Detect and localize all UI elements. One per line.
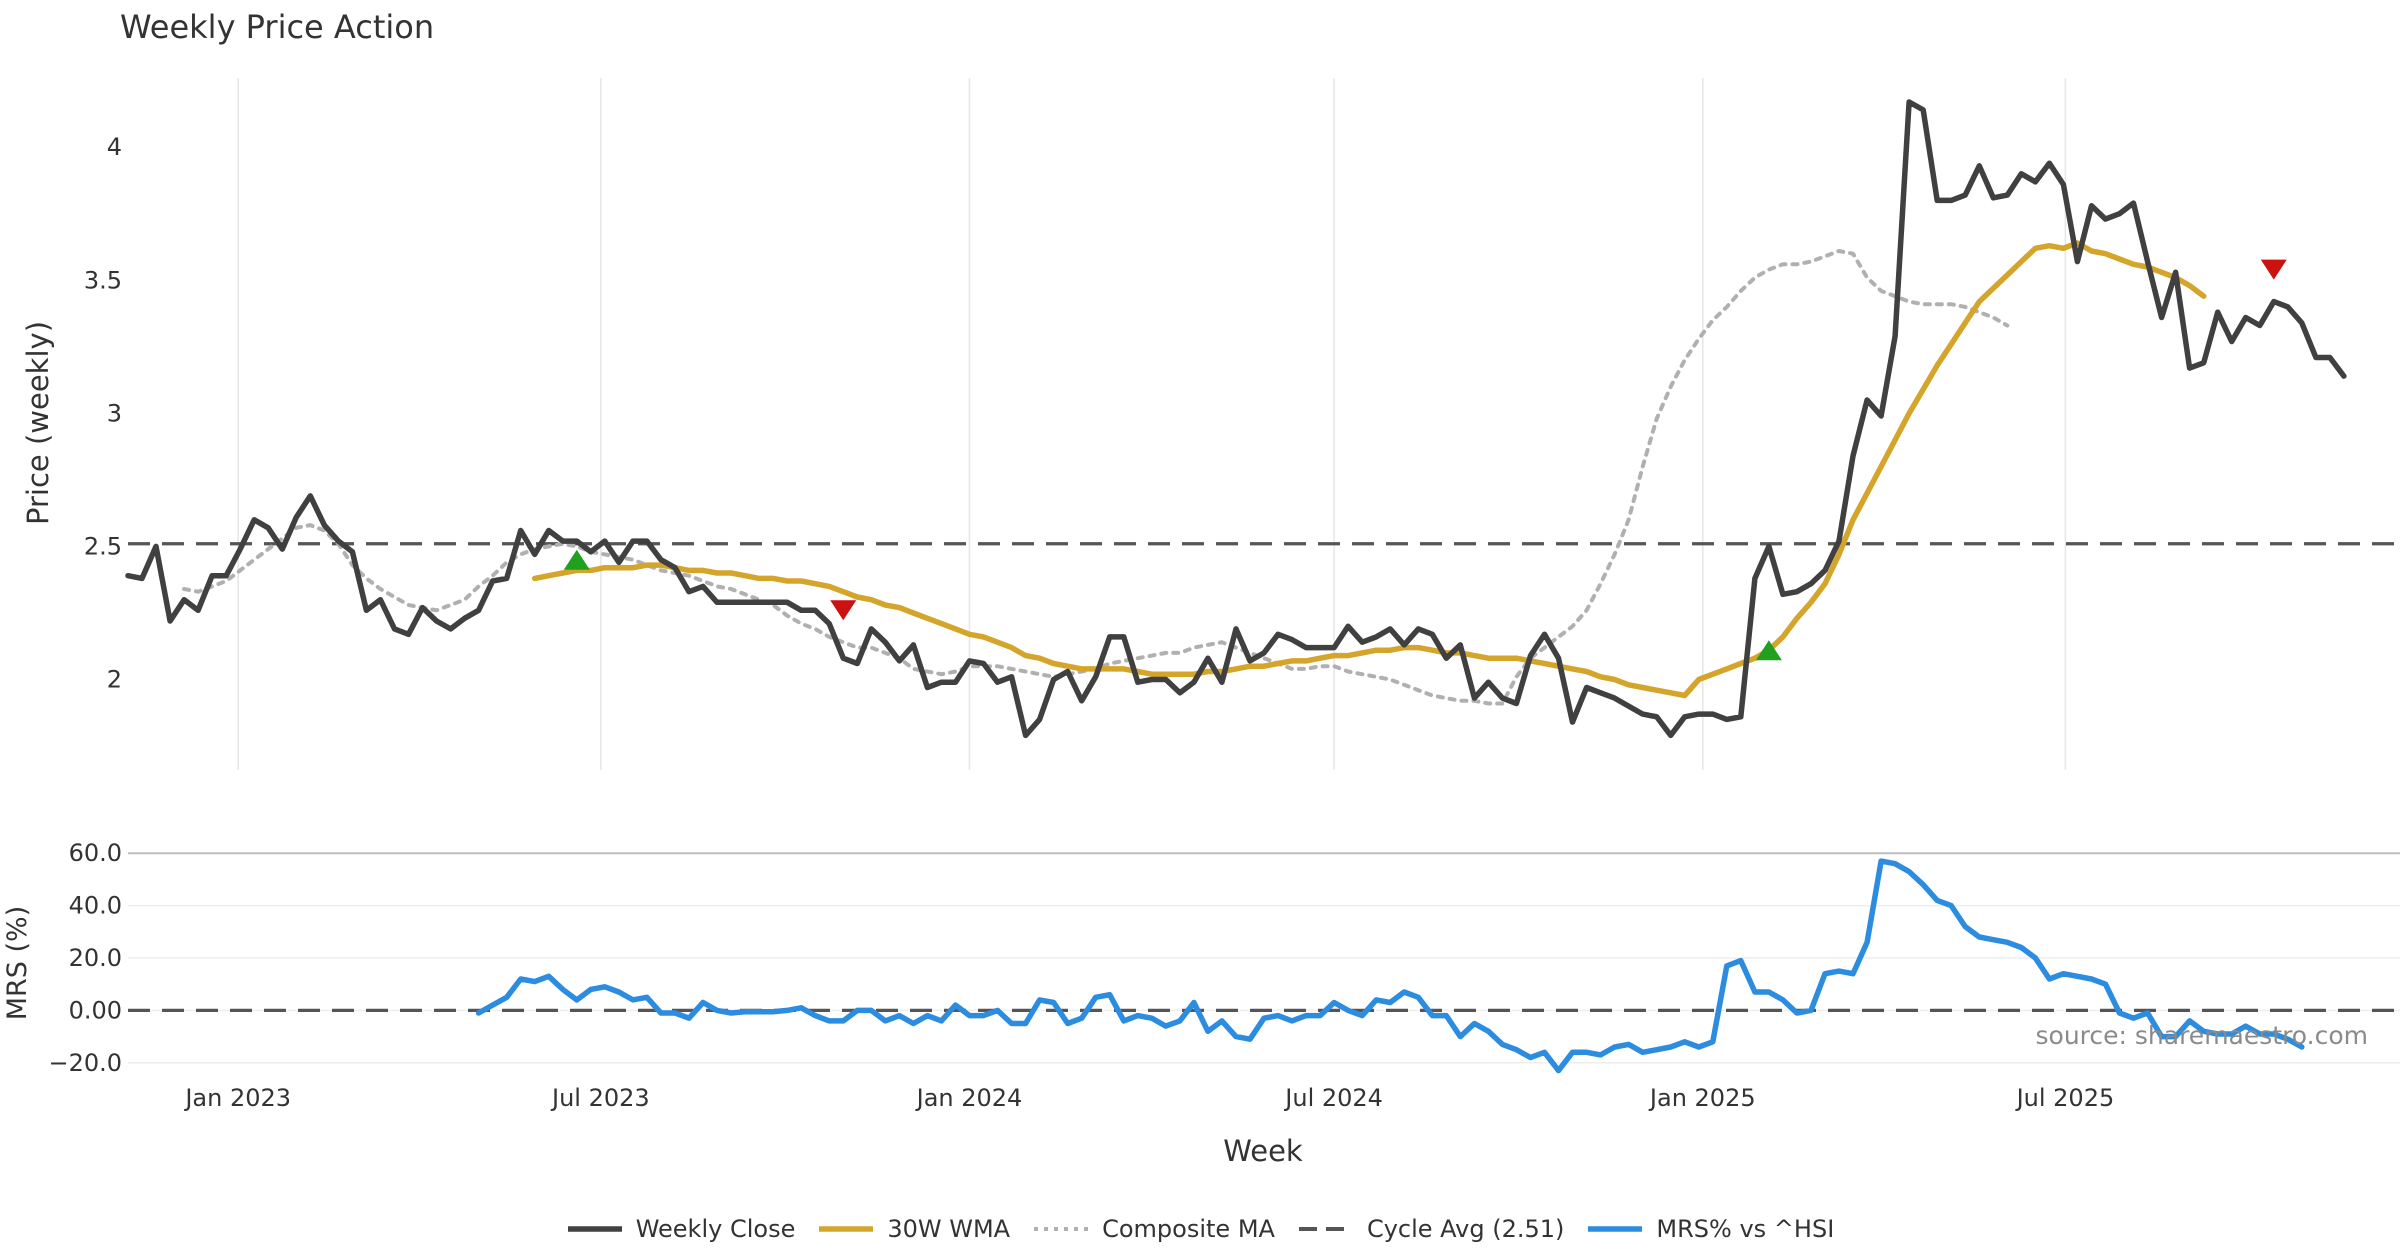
buy-signal-marker	[563, 549, 590, 570]
x-tick-jan-2023: Jan 2023	[183, 1084, 291, 1112]
chart-legend: Weekly Close 30W WMA Composite MA Cycle Avg…	[0, 1210, 2400, 1248]
legend-label-30w-wma: 30W WMA	[887, 1215, 1011, 1243]
price-y-tick-2: 2	[107, 666, 122, 694]
legend-item-mrs-vs-hsi: MRS% vs ^HSI	[1586, 1215, 1834, 1243]
mrs-y-tick-60-0: 60.0	[69, 839, 122, 867]
mrs-axis-label: MRS (%)	[2, 906, 33, 1021]
grid	[128, 78, 2400, 1064]
price-y-tick-4: 4	[107, 133, 122, 161]
legend-label-composite-ma: Composite MA	[1102, 1215, 1275, 1243]
price-and-mrs-chart: 2 2.5 3 3.5 4 −20.0 0.00 20.0 40.0 60.0 Jan 2023 Ju…	[2, 8, 2400, 1168]
tick-labels: 2 2.5 3 3.5 4 −20.0 0.00 20.0 40.0 60.0 Jan 2023 Ju…	[48, 133, 2114, 1112]
legend-item-weekly-close: Weekly Close	[566, 1215, 796, 1243]
x-tick-jan-2024: Jan 2024	[915, 1084, 1023, 1112]
chart-title: Weekly Price Action	[120, 8, 434, 46]
x-tick-jul-2024: Jul 2024	[1283, 1084, 1383, 1112]
legend-item-composite-ma: Composite MA	[1032, 1215, 1275, 1243]
legend-swatch-30w-wma	[817, 1223, 875, 1235]
signal-markers	[563, 259, 2287, 661]
reference-lines	[128, 542, 2400, 1012]
series-lines	[125, 99, 2347, 1074]
mrs-y-tick-40-0: 40.0	[69, 892, 122, 920]
price-y-tick-2-5: 2.5	[84, 532, 122, 560]
legend-item-cycle-avg-2-51: Cycle Avg (2.51)	[1297, 1215, 1564, 1243]
sell-signal-marker	[830, 600, 857, 621]
source-note: source: sharemaestro.com	[2036, 1021, 2369, 1050]
legend-item-30w-wma: 30W WMA	[817, 1215, 1010, 1243]
legend-swatch-cycle-avg-2-51	[1297, 1223, 1355, 1235]
legend-swatch-mrs-vs-hsi	[1586, 1223, 1644, 1235]
mrs-y-tick-20-0: 20.0	[69, 944, 122, 972]
x-tick-jul-2023: Jul 2023	[550, 1084, 650, 1112]
price-y-tick-3: 3	[107, 399, 122, 427]
series-30w-wma	[531, 240, 2207, 699]
price-axis-label: Price (weekly)	[21, 321, 55, 525]
mrs-y-tick-20-0: −20.0	[48, 1049, 122, 1077]
buy-signal-marker	[1755, 640, 1782, 661]
sell-signal-marker	[2260, 259, 2287, 280]
legend-swatch-weekly-close	[566, 1223, 624, 1235]
series-composite-ma	[182, 249, 2010, 706]
legend-label-cycle-avg-2-51: Cycle Avg (2.51)	[1366, 1215, 1565, 1243]
legend-swatch-composite-ma	[1032, 1223, 1090, 1235]
series-weekly-close	[125, 99, 2347, 739]
x-tick-jan-2025: Jan 2025	[1648, 1084, 1756, 1112]
legend-label-weekly-close: Weekly Close	[635, 1215, 796, 1243]
x-axis-title: Week	[1223, 1134, 1303, 1168]
series-mrs-vs-hsi	[475, 858, 2305, 1074]
mrs-y-tick-0-00: 0.00	[69, 996, 122, 1024]
price-y-tick-3-5: 3.5	[84, 266, 122, 294]
legend-label-mrs-vs-hsi: MRS% vs ^HSI	[1656, 1215, 1835, 1243]
x-tick-jul-2025: Jul 2025	[2015, 1084, 2115, 1112]
